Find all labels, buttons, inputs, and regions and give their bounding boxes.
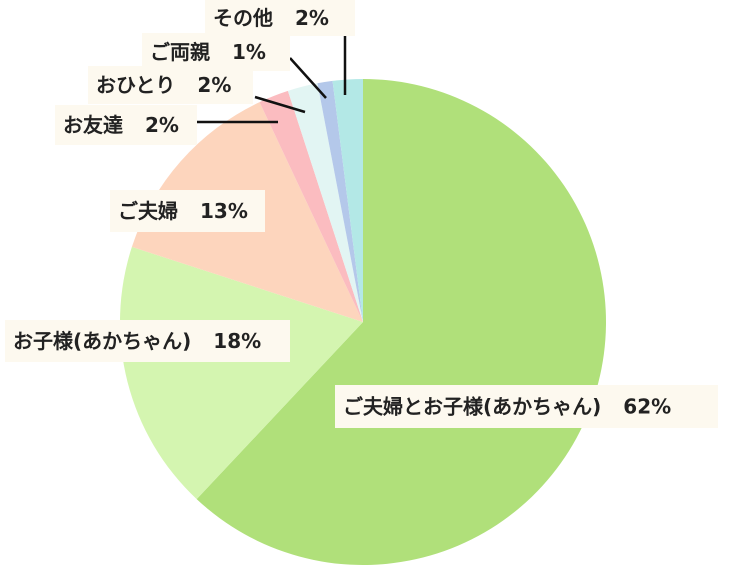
category-label: ご夫婦とお子様(あかちゃん) [343,394,601,418]
value-label: 2% [295,6,329,30]
slice-label: ご夫婦 13% [118,199,248,223]
label-box [110,190,265,232]
label-box [142,33,290,71]
value-label: 2% [145,113,179,137]
leader-line [289,57,327,99]
category-label: お友達 [63,113,123,137]
slice-label: その他 2% [213,6,329,30]
label-box [5,320,290,362]
label-box [335,385,718,428]
leader-line [254,95,306,114]
value-label: 1% [232,40,266,64]
pie-slice [332,79,363,322]
category-label: ご夫婦 [118,199,178,223]
pie-slice [317,80,363,322]
slice-label: ご両親 1% [150,40,266,64]
label-box [205,0,355,36]
value-label: 18% [213,329,261,353]
label-box [55,105,197,145]
value-label: 2% [197,73,231,97]
slice-label: ご夫婦とお子様(あかちゃん) 62% [343,394,671,418]
pie-slice [119,246,363,500]
pie-slice [259,90,363,322]
slice-label: おひとり 2% [96,73,231,97]
category-label: おひとり [96,73,175,97]
pie-slice [196,79,606,565]
slice-label: お子様(あかちゃん) 18% [13,329,261,353]
category-label: お子様(あかちゃん) [13,329,191,353]
value-label: 62% [623,394,671,418]
category-label: その他 [213,6,273,30]
pie-slice [287,83,363,322]
category-label: ご両親 [150,40,210,64]
value-label: 13% [200,199,248,223]
label-box [88,66,253,104]
slice-label: お友達 2% [63,113,179,137]
